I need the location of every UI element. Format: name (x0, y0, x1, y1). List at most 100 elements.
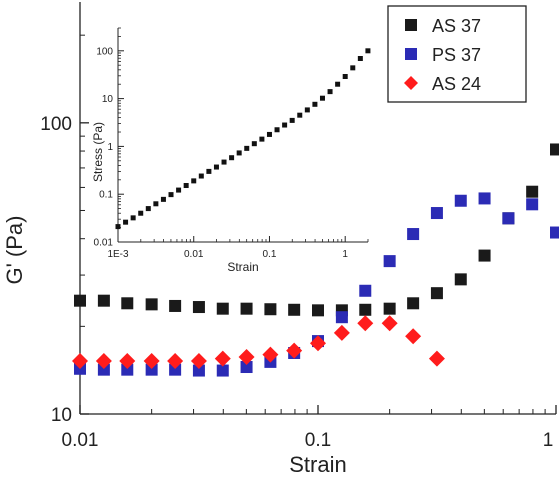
inset-x-tick-label: 1E-3 (107, 249, 129, 260)
point-ps37 (145, 363, 158, 376)
inset-point (176, 187, 182, 193)
legend-marker-as37 (405, 19, 417, 31)
inset-y-tick-label: 100 (96, 46, 113, 57)
legend-item-ps37: PS 37 (405, 45, 481, 65)
point-ps37 (383, 255, 396, 268)
inset-point (266, 131, 272, 137)
legend-label-as24: AS 24 (432, 74, 481, 94)
inset-x-tick-label: 0.1 (263, 249, 277, 260)
point-as37 (288, 303, 301, 316)
inset-point (138, 210, 144, 216)
point-ps37 (454, 194, 467, 207)
point-as37 (121, 297, 134, 310)
inset-point (191, 178, 197, 184)
point-as37 (97, 294, 110, 307)
inset-point (365, 48, 371, 54)
inset-background (118, 28, 370, 242)
point-as24 (428, 350, 445, 367)
point-as37 (526, 185, 539, 198)
point-as37 (312, 304, 324, 317)
inset-point (115, 224, 121, 230)
inset-point (153, 201, 159, 207)
legend-label-ps37: PS 37 (432, 45, 481, 65)
point-as37 (74, 294, 86, 307)
inset-y-tick-label: 0.1 (99, 190, 113, 201)
point-ps37 (359, 284, 372, 297)
point-as24 (333, 324, 350, 341)
inset-point (145, 206, 151, 212)
inset-x-tick-label: 0.01 (184, 249, 204, 260)
point-as37 (383, 302, 396, 315)
main-points (72, 143, 559, 377)
point-ps37 (240, 361, 253, 374)
point-as24 (310, 335, 326, 352)
point-ps37 (169, 363, 182, 376)
point-ps37 (97, 363, 110, 376)
inset-point (251, 141, 257, 147)
inset-point (312, 101, 318, 107)
inset-point (229, 155, 235, 161)
point-as24 (167, 353, 184, 370)
inset-point (282, 122, 288, 128)
inset-point (123, 219, 129, 225)
point-as37 (359, 303, 372, 316)
main-x-label: Strain (289, 452, 346, 477)
point-as24 (357, 315, 374, 332)
legend-item-as37: AS 37 (405, 16, 481, 36)
point-as37 (430, 287, 443, 300)
inset-point (274, 127, 280, 133)
point-ps37 (407, 228, 420, 241)
inset-point (168, 192, 174, 198)
main-y-label: G' (Pa) (2, 216, 27, 285)
legend-marker-ps37 (405, 48, 417, 60)
point-as24 (72, 353, 88, 370)
point-as37 (478, 249, 491, 262)
inset-y-tick-label: 1 (107, 142, 113, 153)
inset-x-label: Strain (227, 260, 258, 274)
inset-point (183, 183, 189, 189)
point-ps37 (192, 364, 205, 377)
point-as37 (216, 302, 229, 315)
point-ps37 (550, 226, 559, 239)
inset-points (115, 48, 371, 230)
inset-point (130, 215, 136, 221)
point-ps37 (216, 364, 229, 377)
point-as24 (286, 342, 303, 359)
inset-point (259, 136, 265, 142)
inset-point (319, 95, 325, 101)
inset-point (244, 145, 250, 151)
point-ps37 (335, 311, 348, 324)
point-as24 (143, 353, 160, 370)
point-as37 (407, 297, 420, 310)
point-ps37 (121, 363, 134, 376)
inset-x-tick-label: 1 (342, 249, 348, 260)
point-as24 (119, 353, 136, 370)
point-ps37 (526, 198, 539, 211)
point-as37 (169, 299, 182, 312)
inset-point (289, 117, 295, 123)
main-x-tick-label: 1 (543, 430, 554, 451)
point-as37 (192, 301, 205, 314)
legend-marker-as24 (404, 76, 418, 90)
point-as37 (240, 302, 253, 315)
point-as24 (405, 328, 422, 345)
point-as37 (145, 298, 158, 311)
point-as37 (264, 303, 277, 316)
point-ps37 (430, 207, 443, 220)
point-as24 (238, 348, 255, 365)
inset-point (213, 164, 219, 170)
point-as37 (550, 143, 559, 156)
inset-point (160, 196, 166, 202)
inset-point (350, 65, 356, 71)
inset-point (236, 150, 242, 156)
inset-point (297, 112, 303, 118)
point-as24 (381, 315, 398, 332)
point-as24 (190, 353, 207, 370)
point-as24 (214, 350, 231, 367)
point-as24 (95, 353, 112, 370)
point-as24 (262, 346, 279, 363)
